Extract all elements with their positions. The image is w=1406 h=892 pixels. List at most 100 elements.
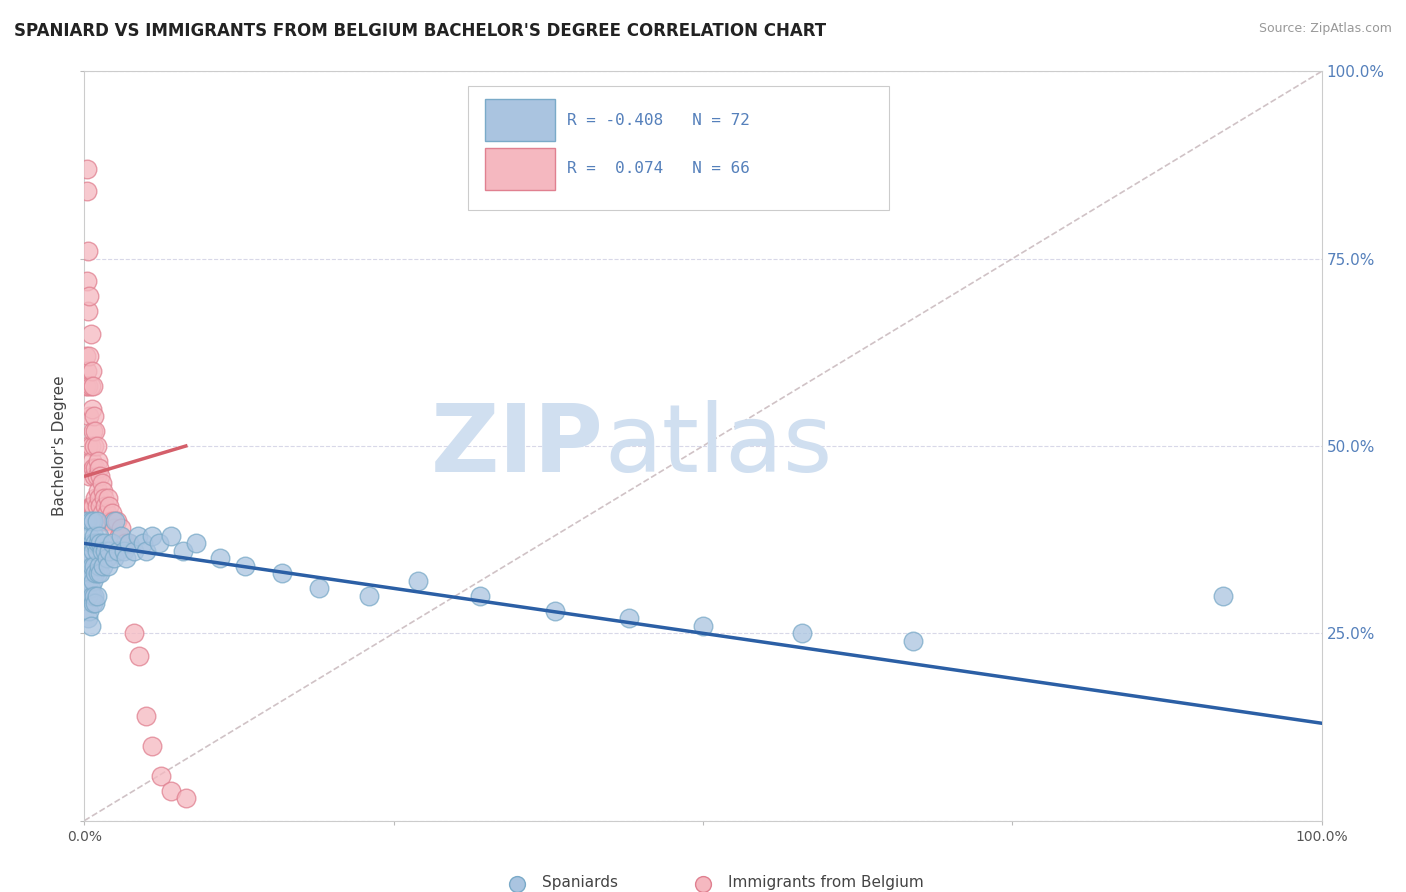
Point <box>79 289 101 303</box>
Point <box>692 877 714 891</box>
Point <box>98 514 121 528</box>
Point <box>79 326 101 341</box>
Point <box>141 739 163 753</box>
Point <box>790 626 813 640</box>
Point <box>86 469 108 483</box>
Text: R =  0.074   N = 66: R = 0.074 N = 66 <box>567 161 749 177</box>
Point <box>112 544 135 558</box>
Point <box>79 574 101 588</box>
Point <box>83 439 105 453</box>
Point <box>82 514 104 528</box>
Point <box>122 626 145 640</box>
Point <box>84 536 107 550</box>
Point <box>79 499 101 513</box>
Point <box>94 544 117 558</box>
Point <box>308 582 330 596</box>
Point <box>86 499 108 513</box>
Point <box>470 589 492 603</box>
Text: atlas: atlas <box>605 400 832 492</box>
Text: Immigrants from Belgium: Immigrants from Belgium <box>728 874 924 889</box>
Point <box>84 424 107 438</box>
Text: SPANIARD VS IMMIGRANTS FROM BELGIUM BACHELOR'S DEGREE CORRELATION CHART: SPANIARD VS IMMIGRANTS FROM BELGIUM BACH… <box>14 22 827 40</box>
Point <box>76 161 98 176</box>
Point <box>184 536 207 550</box>
Point <box>84 596 107 610</box>
Point <box>89 566 111 581</box>
Point <box>80 558 103 573</box>
Point <box>86 514 108 528</box>
Point <box>79 514 101 528</box>
Point <box>82 596 104 610</box>
Point <box>100 507 122 521</box>
Y-axis label: Bachelor's Degree: Bachelor's Degree <box>52 376 67 516</box>
Point <box>90 544 112 558</box>
FancyBboxPatch shape <box>485 148 554 190</box>
Point <box>84 491 107 506</box>
Point <box>100 536 122 550</box>
Point <box>77 589 100 603</box>
Point <box>408 574 430 588</box>
Point <box>79 379 101 393</box>
Point <box>115 551 138 566</box>
Point <box>94 499 117 513</box>
Point <box>86 589 108 603</box>
Point <box>82 379 104 393</box>
Point <box>90 476 112 491</box>
Point <box>83 558 105 573</box>
Point <box>79 349 101 363</box>
Point <box>89 536 111 550</box>
Point <box>82 461 104 475</box>
Point <box>128 648 150 663</box>
Point <box>89 461 111 475</box>
Point <box>80 401 103 416</box>
Point <box>98 544 121 558</box>
FancyBboxPatch shape <box>468 87 889 210</box>
Point <box>82 574 104 588</box>
Point <box>110 521 132 535</box>
Point <box>105 514 128 528</box>
Point <box>617 611 640 625</box>
Point <box>79 566 101 581</box>
Point <box>89 469 111 483</box>
Point <box>357 589 380 603</box>
Point <box>87 454 110 468</box>
Point <box>79 604 101 618</box>
Point <box>692 619 714 633</box>
Point <box>89 529 111 543</box>
Point <box>76 514 98 528</box>
Text: Spaniards: Spaniards <box>543 874 619 889</box>
Point <box>110 529 132 543</box>
Point <box>118 536 141 550</box>
Point <box>89 558 111 573</box>
Point <box>79 439 101 453</box>
Point <box>87 566 110 581</box>
Text: ZIP: ZIP <box>432 400 605 492</box>
Point <box>76 184 98 198</box>
Point <box>80 364 103 378</box>
Point <box>233 558 256 573</box>
Point <box>82 424 104 438</box>
Point <box>148 536 170 550</box>
Point <box>79 582 101 596</box>
Point <box>83 589 105 603</box>
Point <box>86 439 108 453</box>
Point <box>209 551 232 566</box>
Point <box>83 409 105 423</box>
FancyBboxPatch shape <box>485 99 554 141</box>
Point <box>89 491 111 506</box>
Point <box>76 364 98 378</box>
Point <box>107 544 129 558</box>
Point <box>89 499 111 513</box>
Point <box>84 461 107 475</box>
Point <box>77 304 100 318</box>
Text: R = -0.408   N = 72: R = -0.408 N = 72 <box>567 112 749 128</box>
Point <box>83 469 105 483</box>
Point <box>93 536 115 550</box>
Point <box>103 521 125 535</box>
Point <box>80 536 103 550</box>
Point <box>135 544 157 558</box>
Point <box>104 514 127 528</box>
Point <box>114 536 136 550</box>
Point <box>271 566 294 581</box>
Point <box>77 544 100 558</box>
